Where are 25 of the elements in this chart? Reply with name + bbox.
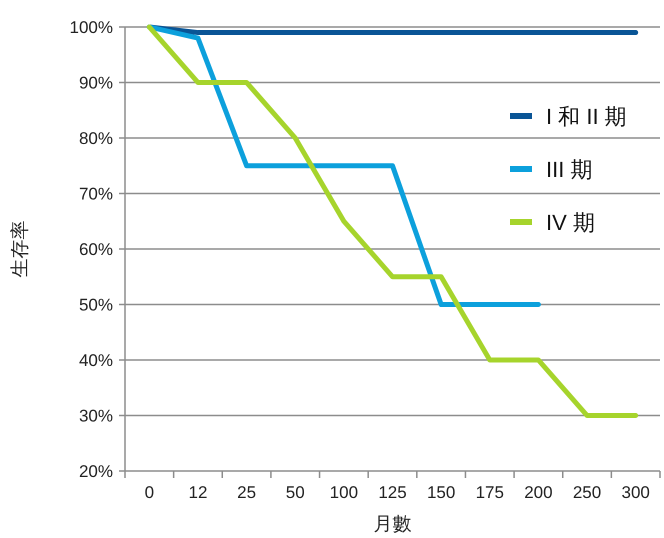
legend-label: III 期: [546, 157, 592, 182]
x-tick-label: 300: [621, 483, 650, 502]
x-tick-label: 175: [476, 483, 504, 502]
y-axis-title: 生存率: [9, 220, 31, 278]
x-tick-label: 0: [144, 483, 154, 502]
y-tick-label: 20%: [78, 462, 113, 481]
legend-label: IV 期: [546, 210, 595, 235]
y-tick-label: 70%: [78, 184, 113, 204]
y-tick-label: 100%: [70, 18, 113, 37]
y-tick-label: 90%: [78, 74, 113, 92]
y-tick-label: 50%: [78, 296, 113, 314]
x-tick-label: 100: [330, 483, 358, 502]
x-axis-title: 月數: [374, 514, 412, 535]
x-tick-label: 50: [286, 483, 305, 502]
x-tick-label: 250: [572, 483, 602, 502]
x-tick-label: 12: [188, 483, 208, 502]
legend-label: I 和 II 期: [546, 104, 627, 129]
y-tick-label: 40%: [78, 351, 113, 370]
x-tick-label: 150: [426, 483, 456, 502]
y-tick-label: 80%: [78, 129, 113, 148]
y-tick-label: 30%: [78, 406, 113, 426]
y-tick-label: 60%: [78, 240, 113, 259]
x-tick-label: 200: [524, 483, 553, 502]
x-tick-label: 25: [237, 483, 256, 502]
x-tick-label: 125: [378, 483, 407, 502]
